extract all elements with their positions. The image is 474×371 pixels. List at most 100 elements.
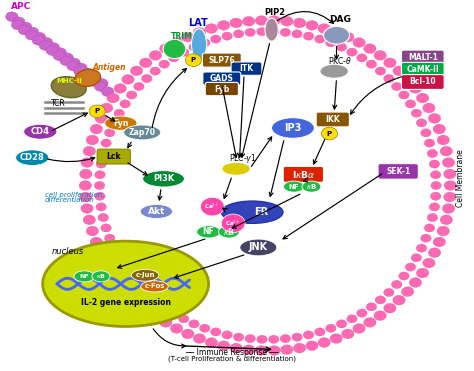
Circle shape	[428, 114, 441, 123]
Circle shape	[318, 338, 330, 347]
Circle shape	[89, 73, 101, 83]
Circle shape	[185, 54, 201, 66]
Circle shape	[353, 324, 365, 333]
Circle shape	[337, 320, 347, 328]
Circle shape	[193, 27, 206, 37]
Circle shape	[210, 35, 221, 43]
Circle shape	[233, 333, 244, 341]
Ellipse shape	[43, 241, 209, 326]
Circle shape	[54, 48, 66, 58]
Circle shape	[95, 248, 107, 257]
Circle shape	[374, 311, 386, 321]
Text: P: P	[95, 108, 100, 114]
FancyBboxPatch shape	[283, 166, 323, 182]
Ellipse shape	[320, 64, 348, 78]
Circle shape	[222, 32, 232, 40]
Text: CaMK-II: CaMK-II	[406, 65, 439, 74]
Circle shape	[306, 20, 318, 30]
Circle shape	[393, 295, 405, 305]
FancyBboxPatch shape	[205, 82, 238, 96]
Text: Ca$^{2+}$: Ca$^{2+}$	[225, 219, 241, 228]
Circle shape	[104, 129, 115, 137]
Circle shape	[81, 204, 93, 213]
Circle shape	[442, 204, 455, 213]
Circle shape	[189, 43, 199, 51]
Circle shape	[101, 139, 111, 147]
Circle shape	[160, 44, 172, 53]
Circle shape	[114, 109, 125, 117]
Text: TCR: TCR	[51, 99, 66, 108]
Circle shape	[95, 192, 105, 200]
Ellipse shape	[143, 171, 184, 187]
Circle shape	[257, 27, 267, 36]
Circle shape	[205, 24, 218, 33]
Circle shape	[444, 192, 456, 202]
Circle shape	[80, 192, 92, 202]
Text: NF: NF	[203, 227, 214, 236]
Text: Cell Membrane: Cell Membrane	[456, 149, 465, 207]
Circle shape	[255, 16, 268, 25]
Text: MHC-II: MHC-II	[56, 79, 82, 85]
Circle shape	[142, 75, 152, 83]
Circle shape	[94, 181, 105, 190]
Circle shape	[74, 66, 86, 76]
Circle shape	[130, 295, 143, 305]
Circle shape	[142, 288, 152, 296]
Circle shape	[39, 40, 51, 50]
Circle shape	[384, 303, 396, 313]
Circle shape	[424, 224, 435, 232]
Circle shape	[330, 334, 342, 344]
Circle shape	[421, 234, 431, 242]
Text: $\kappa$B: $\kappa$B	[96, 272, 106, 280]
Circle shape	[342, 329, 354, 339]
Text: Antigen: Antigen	[92, 63, 126, 72]
Ellipse shape	[51, 77, 86, 98]
Circle shape	[98, 213, 109, 221]
Circle shape	[427, 150, 438, 158]
Text: NF: NF	[289, 184, 299, 190]
Ellipse shape	[219, 226, 239, 238]
Circle shape	[428, 248, 441, 257]
Circle shape	[90, 124, 102, 134]
Circle shape	[114, 254, 125, 262]
Circle shape	[405, 100, 416, 108]
Circle shape	[374, 50, 386, 60]
Ellipse shape	[197, 226, 220, 238]
Circle shape	[268, 16, 280, 25]
Circle shape	[392, 82, 402, 91]
Circle shape	[366, 303, 377, 311]
Circle shape	[342, 32, 354, 42]
Circle shape	[383, 75, 394, 83]
Text: Bcl-10: Bcl-10	[410, 78, 436, 86]
Circle shape	[95, 114, 107, 123]
Circle shape	[109, 119, 119, 127]
Circle shape	[326, 39, 336, 47]
Circle shape	[375, 67, 386, 75]
Ellipse shape	[75, 69, 100, 86]
Circle shape	[150, 296, 160, 304]
Circle shape	[134, 280, 144, 289]
Circle shape	[321, 127, 337, 140]
Circle shape	[86, 135, 99, 145]
Circle shape	[364, 318, 376, 327]
Circle shape	[409, 278, 421, 288]
Circle shape	[25, 30, 37, 40]
Circle shape	[107, 93, 119, 103]
Circle shape	[401, 287, 414, 296]
Circle shape	[139, 303, 152, 313]
Text: nucleus: nucleus	[52, 247, 84, 256]
Circle shape	[366, 60, 377, 68]
FancyBboxPatch shape	[97, 149, 130, 164]
Circle shape	[433, 124, 446, 134]
Circle shape	[245, 28, 255, 36]
Ellipse shape	[265, 18, 278, 41]
Circle shape	[233, 30, 244, 38]
Text: P: P	[327, 131, 332, 137]
Circle shape	[257, 335, 267, 344]
Circle shape	[80, 169, 92, 179]
Circle shape	[178, 48, 189, 56]
Text: $\kappa$B: $\kappa$B	[306, 182, 317, 191]
Text: ITK: ITK	[239, 64, 254, 73]
Circle shape	[127, 91, 137, 99]
Circle shape	[416, 244, 427, 252]
